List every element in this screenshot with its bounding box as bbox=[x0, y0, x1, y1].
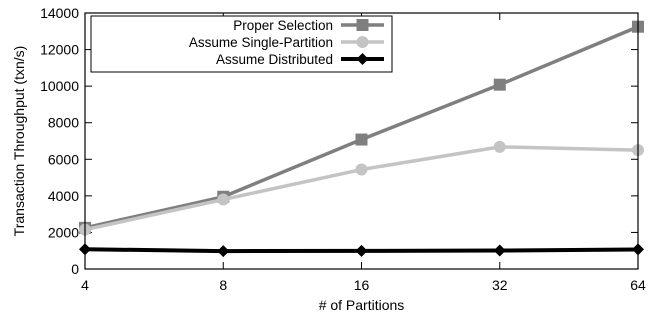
legend-swatch-marker bbox=[356, 36, 369, 48]
x-tick-label: 4 bbox=[81, 277, 89, 293]
data-point bbox=[355, 163, 368, 176]
legend-label: Assume Distributed bbox=[216, 52, 333, 67]
y-tick-label: 14000 bbox=[40, 5, 79, 21]
data-point bbox=[217, 245, 230, 258]
plot-frame bbox=[84, 12, 639, 270]
data-point bbox=[217, 193, 230, 206]
legend-swatch-marker bbox=[356, 19, 369, 31]
legend: Proper Selection Assume Single-Partition A… bbox=[90, 15, 393, 73]
y-tick-label: 8000 bbox=[48, 115, 79, 131]
legend-label: Proper Selection bbox=[233, 18, 333, 33]
x-axis-label: # of Partitions bbox=[319, 297, 405, 313]
series-assume-single-partition bbox=[79, 140, 644, 236]
legend-label: Assume Single-Partition bbox=[189, 35, 333, 50]
data-point bbox=[493, 244, 506, 257]
series-line bbox=[84, 145, 639, 232]
y-tick-label: 10000 bbox=[40, 78, 79, 94]
y-tick-label: 6000 bbox=[48, 151, 79, 167]
legend-swatch-marker bbox=[356, 53, 369, 65]
data-point bbox=[493, 78, 506, 91]
y-axis-label: Transaction Throughput (txn/s) bbox=[11, 46, 27, 237]
x-tick-label: 64 bbox=[630, 277, 646, 293]
y-tick-label: 12000 bbox=[40, 42, 79, 58]
x-tick-label: 16 bbox=[354, 277, 370, 293]
series-assume-distributed bbox=[79, 243, 644, 258]
y-tick-label: 0 bbox=[71, 261, 79, 277]
data-point bbox=[493, 140, 506, 153]
x-tick-label: 8 bbox=[219, 277, 227, 293]
axis-ticks: 0 2000 4000 6000 8000 10000 12000 14000 4 8 16 32 64 bbox=[40, 5, 646, 293]
data-point bbox=[355, 133, 368, 146]
data-point bbox=[355, 244, 368, 257]
x-tick-label: 32 bbox=[492, 277, 508, 293]
y-tick-label: 2000 bbox=[48, 224, 79, 240]
y-tick-label: 4000 bbox=[48, 188, 79, 204]
